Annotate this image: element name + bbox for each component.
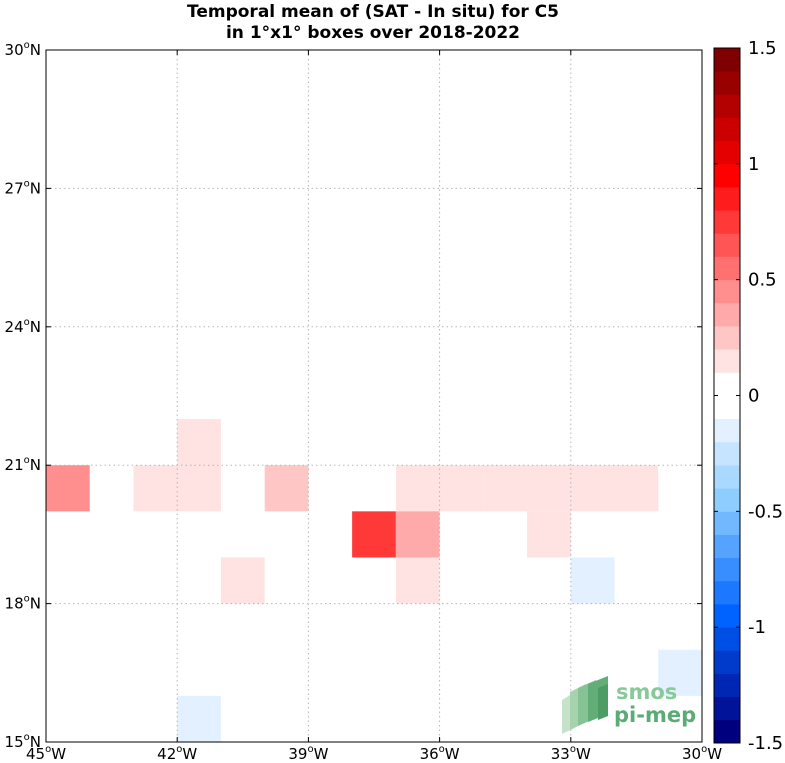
colorbar-tick-label: 1.5 <box>748 38 777 59</box>
x-axis-ticks: 45oW 42oW 39oW 36oW 33oW 30oW <box>26 50 722 763</box>
colorbar-swatch <box>714 302 740 327</box>
colorbar: 1.5 1 0.5 0 -0.5 -1 -1.5 <box>713 38 783 754</box>
colorbar-swatch <box>714 210 740 234</box>
data-cell <box>264 465 309 512</box>
chart-title-line-1: Temporal mean of (SAT - In situ) for C5 <box>187 2 559 22</box>
logo-text-smos: smos <box>616 680 677 704</box>
colorbar-swatch <box>714 696 740 721</box>
data-cell <box>177 419 221 466</box>
data-cell <box>395 557 440 604</box>
colorbar-swatch <box>714 326 740 350</box>
colorbar-swatch <box>714 604 740 628</box>
colorbar-swatch <box>714 140 740 165</box>
data-cell <box>177 695 221 742</box>
y-axis-ticks: 15oN 18oN 21oN 24oN 27oN 30oN <box>5 40 702 751</box>
colorbar-tick-label: 0.5 <box>748 270 777 291</box>
data-cell <box>177 465 221 512</box>
data-cell <box>483 465 528 512</box>
colorbar-swatch <box>714 557 740 582</box>
logo-waves-icon <box>562 676 608 734</box>
colorbar-swatch <box>714 117 740 142</box>
chart-title-line-2: in 1°x1° boxes over 2018-2022 <box>226 23 520 43</box>
colorbar-swatch <box>714 441 740 466</box>
y-tick-label: 15oN <box>5 732 41 751</box>
colorbar-swatch <box>714 48 740 72</box>
colorbar-swatch <box>714 534 740 559</box>
data-cell <box>46 465 90 512</box>
data-cell <box>133 465 178 512</box>
x-tick-label: 39oW <box>288 744 328 763</box>
colorbar-swatch <box>714 673 740 698</box>
colorbar-swatch <box>714 94 740 118</box>
data-cell <box>570 557 615 604</box>
y-tick-label: 24oN <box>5 317 41 336</box>
x-tick-label: 36oW <box>420 744 460 763</box>
x-tick-label: 33oW <box>551 744 591 763</box>
colorbar-swatch <box>714 187 740 211</box>
colorbar-swatch <box>714 163 740 188</box>
colorbar-swatch <box>714 279 740 304</box>
data-cell <box>352 511 396 558</box>
colorbar-swatch <box>714 349 740 373</box>
data-cell <box>220 557 265 604</box>
plot-frame <box>45 49 703 743</box>
y-tick-label: 18oN <box>5 594 41 613</box>
data-cell <box>395 465 440 512</box>
x-tick-label: 45oW <box>26 744 66 763</box>
data-cell <box>439 465 484 512</box>
data-cell <box>614 465 659 512</box>
logo-text-pi-mep: pi-mep <box>614 703 696 727</box>
x-tick-label: 30oW <box>682 744 722 763</box>
colorbar-swatch <box>714 488 740 512</box>
colorbar-swatch <box>714 465 740 489</box>
colorbar-swatch <box>714 580 740 605</box>
colorbar-swatch <box>714 650 740 674</box>
colorbar-swatch <box>714 256 740 281</box>
data-cells <box>46 419 702 742</box>
data-cell <box>527 511 571 558</box>
colorbar-swatch <box>714 627 740 651</box>
colorbar-swatch <box>714 233 740 257</box>
smos-pi-mep-logo: smos pi-mep <box>562 676 696 734</box>
colorbar-tick-label: -1 <box>748 617 766 638</box>
y-tick-label: 30oN <box>5 40 41 59</box>
colorbar-tick-label: 0 <box>748 386 759 407</box>
x-tick-label: 42oW <box>157 744 197 763</box>
y-tick-label: 27oN <box>5 178 41 197</box>
colorbar-tick-label: -0.5 <box>748 501 783 522</box>
colorbar-tick-label: -1.5 <box>748 733 783 754</box>
data-cell <box>395 511 440 558</box>
colorbar-swatch <box>714 511 740 535</box>
grid-lines <box>46 50 702 742</box>
colorbar-swatch <box>714 418 740 443</box>
colorbar-swatch <box>714 395 740 420</box>
data-cell <box>658 649 702 696</box>
data-cell <box>570 465 615 512</box>
colorbar-swatch <box>714 71 740 95</box>
y-tick-label: 21oN <box>5 455 41 474</box>
colorbar-swatch <box>714 719 740 744</box>
colorbar-tick-label: 1 <box>748 154 759 175</box>
colorbar-swatch <box>714 372 740 396</box>
data-cell <box>527 465 571 512</box>
